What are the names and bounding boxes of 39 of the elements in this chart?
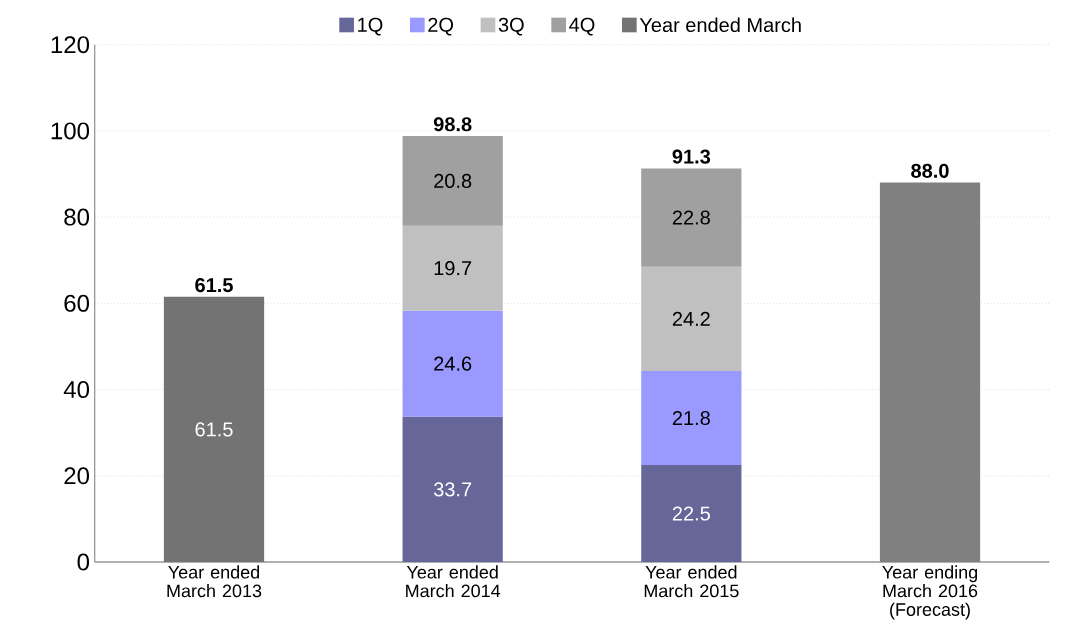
total-label: 88.0 [911, 163, 949, 178]
data-label: 20.8 [434, 173, 472, 188]
bar [641, 371, 742, 465]
legend-label: 1Q [358, 17, 383, 36]
x-tick-label: Year ended March 2014 [406, 565, 501, 598]
bar [641, 168, 742, 267]
x-tick-label: Year ended March 2015 [644, 565, 739, 598]
data-label: 19.7 [434, 261, 472, 276]
data-label: 22.5 [672, 506, 710, 521]
y-tick-label: 20 [64, 467, 90, 485]
legend-label: Year ended March [639, 17, 801, 33]
bar [402, 225, 503, 311]
y-tick-label: 0 [77, 553, 90, 571]
x-tick-label: Year ended March 2013 [167, 565, 262, 598]
data-label: 21.8 [672, 410, 710, 426]
y-tick-label: 40 [63, 381, 90, 399]
bar [879, 182, 981, 562]
data-label: 61.5 [195, 422, 233, 437]
data-label: 22.8 [672, 210, 710, 225]
total-label: 61.5 [195, 277, 233, 293]
y-tick-label: 120 [51, 36, 90, 54]
x-tick-label: Year ending March 2016 (Forecast) [882, 565, 978, 620]
total-label: 91.3 [672, 149, 711, 164]
bar [163, 296, 265, 562]
bar [402, 136, 503, 226]
bar [641, 465, 742, 562]
data-label: 24.6 [434, 356, 472, 371]
bar [641, 266, 742, 372]
bar [402, 310, 503, 417]
bar [402, 416, 503, 562]
legend-label: 3Q [498, 17, 524, 36]
y-tick-label: 80 [64, 208, 90, 226]
y-tick-label: 100 [51, 122, 90, 140]
data-label: 33.7 [433, 482, 472, 497]
data-label: 24.2 [672, 311, 710, 326]
total-label: 98.8 [433, 117, 472, 132]
legend-label: 4Q [569, 17, 595, 36]
legend-label: 2Q [428, 17, 454, 36]
y-tick-label: 60 [64, 294, 90, 312]
